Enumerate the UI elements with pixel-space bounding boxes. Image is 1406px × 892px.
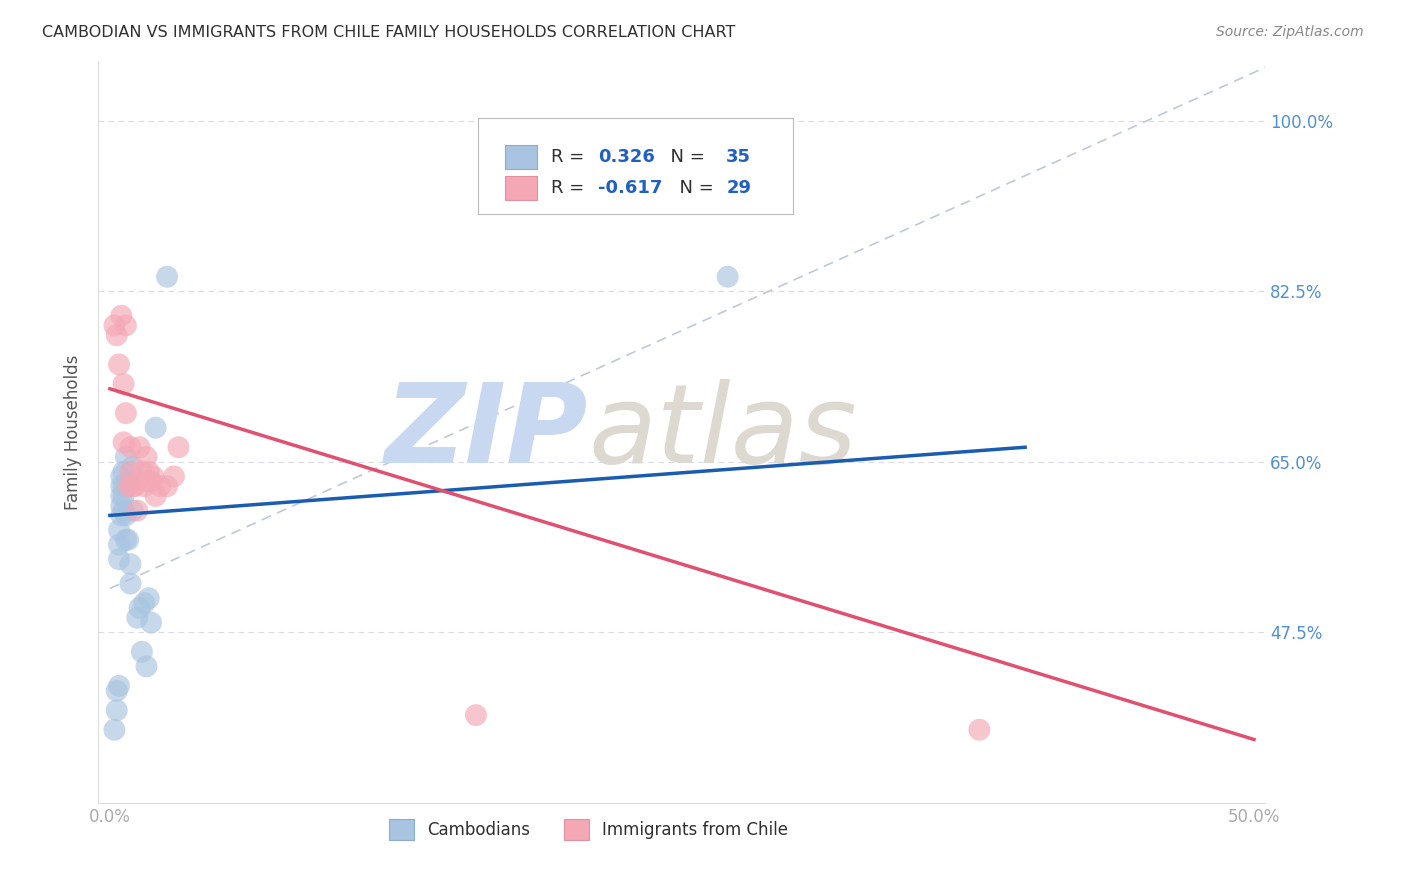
Point bbox=[131, 645, 153, 659]
Point bbox=[110, 309, 132, 323]
Text: Source: ZipAtlas.com: Source: ZipAtlas.com bbox=[1216, 25, 1364, 39]
Point bbox=[112, 465, 135, 479]
Point bbox=[105, 328, 128, 343]
Point bbox=[117, 533, 139, 547]
Text: R =: R = bbox=[551, 148, 591, 166]
Text: N =: N = bbox=[668, 179, 720, 197]
Point bbox=[108, 523, 131, 537]
Point bbox=[105, 683, 128, 698]
Point bbox=[120, 465, 142, 479]
Point bbox=[115, 508, 138, 523]
Point bbox=[167, 440, 190, 454]
Point bbox=[121, 459, 143, 474]
Point bbox=[128, 440, 150, 454]
Text: R =: R = bbox=[551, 179, 591, 197]
Point bbox=[138, 465, 160, 479]
Point bbox=[112, 435, 135, 450]
Point bbox=[110, 508, 132, 523]
Point bbox=[465, 708, 488, 723]
Point bbox=[127, 503, 149, 517]
Point bbox=[142, 469, 165, 483]
Point bbox=[121, 503, 143, 517]
Point bbox=[108, 552, 131, 566]
Point bbox=[112, 503, 135, 517]
Point bbox=[145, 489, 167, 503]
Point bbox=[138, 591, 160, 606]
Point bbox=[156, 479, 179, 493]
Point bbox=[139, 475, 162, 489]
Point bbox=[112, 376, 135, 391]
Point bbox=[149, 479, 172, 493]
Point bbox=[128, 601, 150, 615]
Point bbox=[110, 479, 132, 493]
Point bbox=[115, 533, 138, 547]
Point bbox=[717, 269, 740, 284]
Point bbox=[115, 450, 138, 464]
Text: atlas: atlas bbox=[589, 379, 858, 486]
Point bbox=[969, 723, 991, 737]
Point bbox=[108, 358, 131, 372]
Point bbox=[131, 465, 153, 479]
Point bbox=[112, 479, 135, 493]
FancyBboxPatch shape bbox=[505, 145, 537, 169]
Point bbox=[103, 318, 125, 333]
Point bbox=[120, 557, 142, 571]
FancyBboxPatch shape bbox=[478, 118, 793, 214]
Point bbox=[103, 723, 125, 737]
Point bbox=[156, 269, 179, 284]
Text: ZIP: ZIP bbox=[385, 379, 589, 486]
Point bbox=[127, 610, 149, 624]
Point bbox=[135, 475, 157, 489]
Point bbox=[108, 538, 131, 552]
Point bbox=[105, 703, 128, 717]
Point bbox=[110, 489, 132, 503]
Text: 29: 29 bbox=[727, 179, 751, 197]
Y-axis label: Family Households: Family Households bbox=[65, 355, 83, 510]
Text: 0.326: 0.326 bbox=[598, 148, 655, 166]
Point bbox=[124, 479, 146, 493]
Point bbox=[121, 479, 143, 493]
Point bbox=[110, 469, 132, 483]
Point bbox=[120, 440, 142, 454]
Point bbox=[120, 576, 142, 591]
Point bbox=[163, 469, 186, 483]
Text: 35: 35 bbox=[727, 148, 751, 166]
FancyBboxPatch shape bbox=[505, 177, 537, 200]
Point bbox=[134, 596, 156, 610]
Point bbox=[134, 479, 156, 493]
Point bbox=[135, 450, 157, 464]
Point bbox=[115, 406, 138, 420]
Point bbox=[115, 318, 138, 333]
Point bbox=[145, 421, 167, 435]
Text: CAMBODIAN VS IMMIGRANTS FROM CHILE FAMILY HOUSEHOLDS CORRELATION CHART: CAMBODIAN VS IMMIGRANTS FROM CHILE FAMIL… bbox=[42, 25, 735, 40]
Legend: Cambodians, Immigrants from Chile: Cambodians, Immigrants from Chile bbox=[382, 813, 794, 847]
Point bbox=[110, 499, 132, 513]
Point bbox=[139, 615, 162, 630]
Point bbox=[135, 659, 157, 673]
Text: -0.617: -0.617 bbox=[598, 179, 662, 197]
Point bbox=[112, 489, 135, 503]
Point bbox=[117, 475, 139, 489]
Text: N =: N = bbox=[658, 148, 710, 166]
Point bbox=[117, 479, 139, 493]
Point bbox=[108, 679, 131, 693]
